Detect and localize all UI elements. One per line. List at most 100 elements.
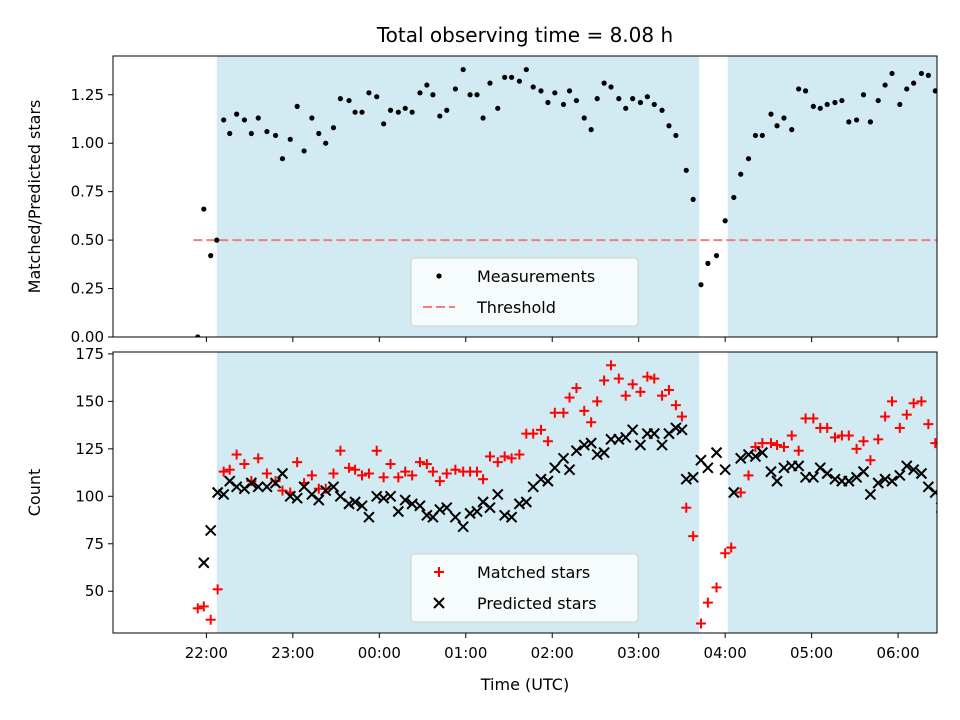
data-point <box>198 601 209 612</box>
x-tick-label: 05:00 <box>790 644 833 662</box>
data-point <box>535 473 547 485</box>
data-point <box>705 260 711 266</box>
data-point <box>702 597 713 608</box>
data-point <box>772 440 783 451</box>
data-point <box>471 505 483 518</box>
data-point <box>786 430 797 441</box>
data-point <box>204 524 217 537</box>
data-point <box>676 424 688 436</box>
x-tick-label: 00:00 <box>358 644 401 662</box>
data-point <box>248 130 254 137</box>
data-point <box>441 501 453 514</box>
data-point <box>495 105 501 111</box>
data-point <box>371 445 382 456</box>
data-point <box>566 88 573 94</box>
data-point <box>245 477 258 489</box>
data-point <box>698 282 704 288</box>
data-point <box>464 507 476 520</box>
data-point <box>350 464 361 475</box>
data-point <box>771 475 783 487</box>
top-panel: 0.00 0.25 0.50 0.75 1.00 1.25 Matched/Predicte… <box>25 55 938 346</box>
data-point <box>276 467 289 480</box>
data-point <box>327 481 340 493</box>
data-point <box>393 472 404 483</box>
x-tick-label: 01:00 <box>444 644 487 662</box>
data-point <box>484 451 495 462</box>
y-tick-label: 100 <box>75 487 104 505</box>
data-point <box>781 115 787 121</box>
data-point <box>570 445 583 457</box>
data-point <box>239 459 250 470</box>
data-point <box>542 436 553 447</box>
series-measurements <box>195 66 937 337</box>
plot-area-1 <box>192 352 937 633</box>
data-point <box>839 97 845 104</box>
y-tick-label: 50 <box>85 582 104 600</box>
data-point <box>907 464 920 476</box>
data-point <box>441 468 452 479</box>
data-point <box>713 253 720 259</box>
data-point <box>657 390 668 401</box>
data-point <box>269 477 282 489</box>
data-point <box>710 446 723 459</box>
data-point <box>606 360 617 371</box>
data-point <box>395 109 401 115</box>
data-point <box>452 86 458 92</box>
data-point <box>829 473 841 485</box>
data-point <box>663 384 674 395</box>
data-point <box>414 457 425 468</box>
data-point <box>623 105 629 111</box>
data-point <box>659 107 665 113</box>
data-point <box>528 428 539 439</box>
data-point <box>719 464 731 476</box>
data-point <box>670 400 681 411</box>
data-point <box>270 476 281 487</box>
data-point <box>588 127 594 133</box>
x-tick-label: 03:00 <box>617 644 660 662</box>
data-point <box>778 441 789 452</box>
data-point <box>498 509 511 521</box>
data-point <box>929 486 937 499</box>
data-point <box>802 88 809 94</box>
plot-area-0 <box>193 56 937 337</box>
data-point <box>478 474 489 485</box>
data-point <box>637 99 644 106</box>
data-point <box>897 101 903 108</box>
data-point <box>720 548 731 559</box>
axes-frame-0 <box>112 55 938 338</box>
data-point <box>520 496 533 508</box>
data-point <box>549 462 561 474</box>
data-point <box>573 97 580 104</box>
data-point <box>765 465 777 478</box>
data-point <box>873 434 884 445</box>
data-point <box>867 119 874 125</box>
data-point <box>768 111 774 117</box>
data-point <box>690 196 696 203</box>
shaded-interval-1 <box>727 56 937 337</box>
data-point <box>330 125 337 131</box>
data-point <box>886 475 898 487</box>
data-point <box>319 484 332 497</box>
data-point <box>487 80 493 86</box>
data-point <box>904 86 910 92</box>
legend-box <box>410 257 639 327</box>
data-point <box>377 492 390 504</box>
data-point <box>680 473 692 485</box>
data-point <box>313 494 325 506</box>
data-point <box>208 253 214 259</box>
data-point <box>363 511 375 523</box>
legend-label: Measurements <box>477 267 595 286</box>
data-point <box>227 130 233 137</box>
x-tick-label: 06:00 <box>876 644 919 662</box>
data-point <box>857 465 870 478</box>
data-point <box>613 373 624 384</box>
data-point <box>328 468 339 479</box>
data-point <box>908 398 919 409</box>
data-point <box>882 82 888 88</box>
data-point <box>792 460 805 472</box>
data-point <box>261 481 273 493</box>
data-point <box>557 452 570 465</box>
data-point <box>363 468 374 479</box>
data-point <box>585 437 597 449</box>
data-point <box>864 488 877 501</box>
